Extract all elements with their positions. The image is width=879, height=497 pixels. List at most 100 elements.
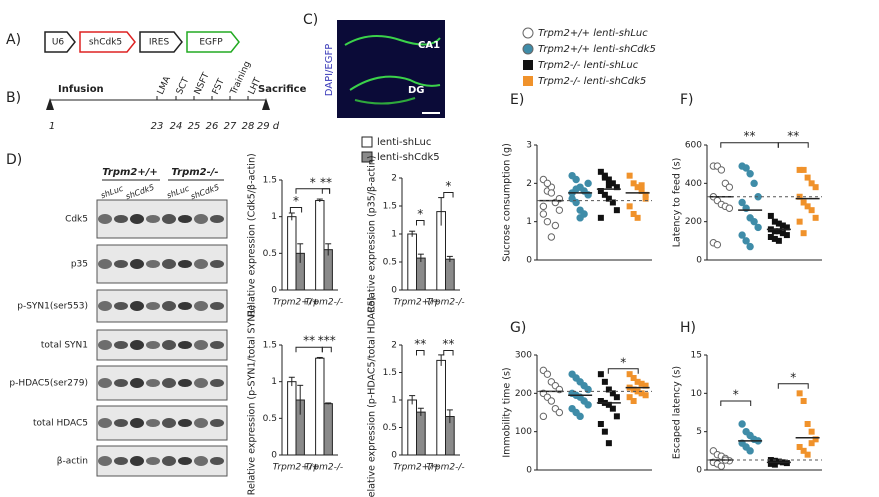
day-label: 28 xyxy=(242,121,255,132)
y-axis-label: Latency to feed (s) xyxy=(672,158,683,248)
y-tick-label: 15 xyxy=(691,351,702,361)
bar xyxy=(416,257,426,291)
point xyxy=(597,214,604,221)
significance-bracket xyxy=(777,142,809,148)
significance-label: ** xyxy=(442,337,454,351)
y-tick-label: 0.5 xyxy=(383,423,397,433)
blot-band xyxy=(210,215,224,223)
arrow xyxy=(46,98,54,110)
blot-band xyxy=(114,341,128,349)
point xyxy=(630,180,637,187)
blot-band xyxy=(178,341,192,349)
blot-band xyxy=(98,378,112,388)
point xyxy=(796,444,803,450)
y-axis-label: Relative expression (p-SYN1/total SYN1) xyxy=(247,305,258,495)
y-tick-label: 2 xyxy=(526,179,532,189)
point xyxy=(746,447,754,455)
point xyxy=(642,195,649,202)
blot-band xyxy=(98,259,112,269)
point xyxy=(630,398,637,404)
panel-label: H) xyxy=(680,320,696,336)
significance-bracket xyxy=(607,368,639,374)
day-label: 1 xyxy=(49,121,55,132)
point xyxy=(804,203,811,210)
point xyxy=(742,164,750,172)
significance-label: * xyxy=(733,388,739,402)
panel-label: B) xyxy=(6,90,21,106)
legend-swatch xyxy=(361,136,373,148)
blot-band xyxy=(98,340,112,350)
y-tick-label: 10 xyxy=(691,389,703,399)
blot-band xyxy=(178,419,192,427)
day-label: 24 xyxy=(170,121,183,132)
blot-band xyxy=(210,457,224,465)
point xyxy=(609,390,616,397)
bar xyxy=(416,411,426,456)
point xyxy=(800,398,807,404)
event-label: FST xyxy=(211,77,227,96)
significance-label: ** xyxy=(303,334,315,348)
bar xyxy=(436,359,446,456)
blot-row-label: p-SYN1(ser553) xyxy=(17,302,88,312)
point xyxy=(597,398,604,404)
y-axis-label: Relative expression (p-HDAC5/total HDAC5… xyxy=(367,296,378,497)
blot-band xyxy=(178,302,192,310)
point xyxy=(551,221,560,230)
y-axis-label: Immobility time (s) xyxy=(502,367,513,457)
bar xyxy=(323,249,333,291)
point xyxy=(609,199,616,206)
legend-label: lenti-shCdk5 xyxy=(377,152,440,163)
blot-band xyxy=(162,418,176,428)
day-label: 27 xyxy=(224,121,237,132)
blot-band xyxy=(162,378,176,388)
point xyxy=(800,166,807,173)
point xyxy=(609,180,616,187)
panel-label: C) xyxy=(303,12,318,28)
arrow xyxy=(262,98,270,110)
blot-band xyxy=(194,340,208,350)
blot-band xyxy=(98,214,112,224)
point xyxy=(539,202,548,211)
panel-label: E) xyxy=(510,92,524,108)
point xyxy=(539,412,548,421)
blot-band xyxy=(210,302,224,310)
point xyxy=(584,179,592,188)
point xyxy=(547,189,556,197)
point xyxy=(796,390,803,397)
point xyxy=(808,207,815,214)
y-axis-label: Relative expression (p35/β-actin) xyxy=(367,155,378,312)
legend-label: Trpm2+/+ lenti-shCdk5 xyxy=(538,44,656,55)
point xyxy=(725,183,734,191)
panel-label: G) xyxy=(510,320,526,336)
legend-label: Trpm2-/- lenti-shLuc xyxy=(538,60,639,71)
bar xyxy=(315,200,325,291)
blot-band xyxy=(194,214,208,224)
y-tick-label: 300 xyxy=(515,351,532,361)
point xyxy=(754,223,762,232)
y-tick-label: 0 xyxy=(271,451,277,461)
lane-label: shCdk5 xyxy=(190,183,221,202)
point xyxy=(738,198,746,207)
blot-band xyxy=(210,260,224,268)
point xyxy=(572,175,580,184)
point xyxy=(771,461,778,468)
point xyxy=(605,182,612,189)
blot-band xyxy=(194,418,208,428)
construct-element xyxy=(44,31,76,53)
point xyxy=(779,230,786,237)
significance-bracket xyxy=(321,188,331,194)
construct-element xyxy=(139,31,183,53)
blot-band xyxy=(178,260,192,268)
point xyxy=(808,180,815,187)
point xyxy=(605,401,612,408)
blot-header: Trpm2-/- xyxy=(171,167,218,178)
y-axis-label: Sucrose consumption (g) xyxy=(502,143,513,262)
dg-layer xyxy=(349,75,441,91)
point xyxy=(783,232,790,239)
point xyxy=(750,179,758,188)
event-label: SCT xyxy=(175,76,192,97)
point xyxy=(812,184,819,191)
blot-row-label: Cdk5 xyxy=(65,215,88,225)
y-tick-label: 1 xyxy=(391,230,397,240)
point xyxy=(767,460,774,467)
